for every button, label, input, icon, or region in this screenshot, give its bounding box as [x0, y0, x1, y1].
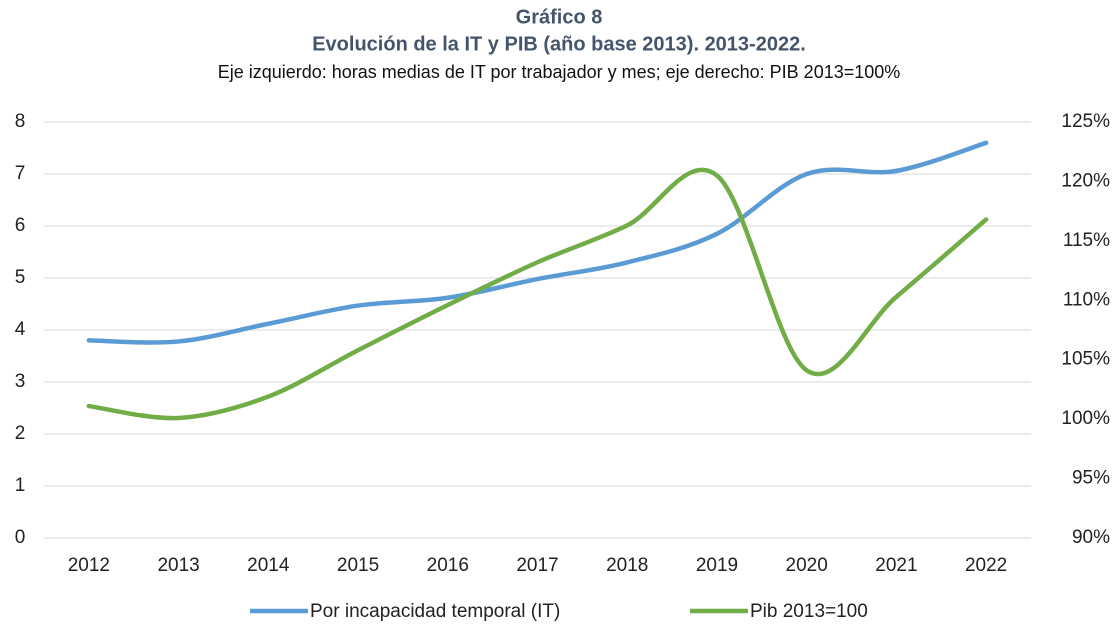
- y-tick-label: 8: [15, 111, 26, 132]
- chart-title: Gráfico 8: [516, 6, 603, 28]
- y-tick-label: 2: [15, 423, 26, 444]
- series-line: [86, 140, 989, 345]
- y2-tick-label: 115%: [1063, 230, 1110, 251]
- y2-tick-label: 95%: [1072, 468, 1110, 489]
- x-tick-label: 2018: [606, 555, 648, 576]
- y2-tick-label: 90%: [1072, 527, 1110, 548]
- x-tick-label: 2013: [157, 555, 199, 576]
- chart-note: Eje izquierdo: horas medias de IT por tr…: [218, 62, 901, 82]
- y-tick-label: 5: [15, 267, 26, 288]
- y-tick-label: 1: [15, 475, 26, 496]
- x-tick-label: 2014: [247, 555, 290, 576]
- x-tick-label: 2016: [427, 555, 469, 576]
- y-tick-label: 4: [15, 319, 26, 340]
- y-tick-label: 0: [15, 527, 26, 548]
- x-tick-label: 2022: [965, 555, 1007, 576]
- chart-subtitle: Evolución de la IT y PIB (año base 2013)…: [312, 33, 806, 55]
- y2-tick-label: 110%: [1063, 289, 1110, 310]
- legend-label: Pib 2013=100: [750, 601, 868, 622]
- x-tick-label: 2019: [696, 555, 738, 576]
- y2-tick-label: 120%: [1061, 170, 1110, 191]
- y2-tick-label: 125%: [1061, 111, 1110, 132]
- x-tick-label: 2020: [786, 555, 828, 576]
- x-tick-label: 2012: [68, 555, 110, 576]
- legend-label: Por incapacidad temporal (IT): [310, 601, 560, 622]
- x-tick-label: 2017: [516, 555, 558, 576]
- x-tick-label: 2021: [875, 555, 917, 576]
- y-tick-label: 3: [15, 371, 26, 392]
- x-tick-label: 2015: [337, 555, 379, 576]
- y2-tick-label: 105%: [1061, 349, 1110, 370]
- y-tick-label: 6: [15, 215, 26, 236]
- series-line: [86, 167, 989, 421]
- y2-tick-label: 100%: [1061, 408, 1110, 429]
- y-tick-label: 7: [15, 163, 26, 184]
